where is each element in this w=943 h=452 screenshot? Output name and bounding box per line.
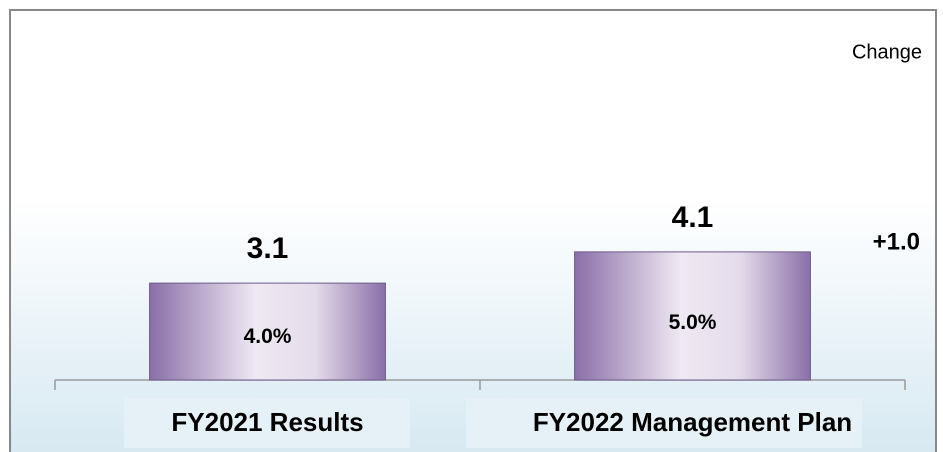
x-tick-label: FY2021 Results — [171, 407, 363, 437]
category-box — [124, 398, 410, 448]
bar — [149, 282, 386, 381]
inner-label: 4.0% — [244, 325, 292, 348]
value-label: 3.1 — [247, 232, 289, 265]
value-label: 4.1 — [672, 201, 714, 234]
change-header: Change — [852, 41, 922, 63]
category-box — [466, 398, 862, 448]
change-label: +1.0 — [873, 228, 920, 255]
inner-label: 5.0% — [669, 311, 717, 334]
frame — [9, 9, 937, 452]
x-tick-label: FY2022 Management Plan — [533, 407, 852, 437]
bar — [574, 251, 811, 381]
